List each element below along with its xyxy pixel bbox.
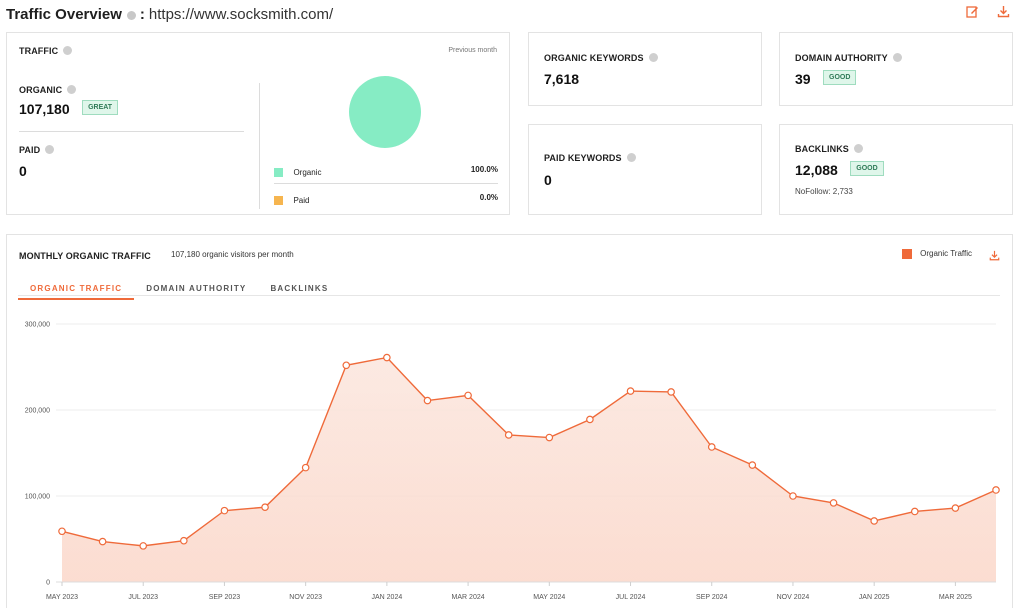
divider: [19, 131, 244, 132]
help-icon[interactable]: [45, 145, 55, 155]
domain-url: https://www.socksmith.com/: [148, 5, 334, 23]
monthly-subtitle: 107,180 organic visitors per month: [171, 250, 294, 259]
help-icon[interactable]: [63, 46, 73, 56]
chart-legend: Organic Traffic: [901, 249, 972, 259]
organic-value-row: 107,180 GREAT: [19, 100, 119, 119]
legend-swatch: [901, 249, 912, 259]
legend-label: Organic Traffic: [920, 249, 972, 259]
title-separator: :: [139, 5, 145, 23]
chart-download-icon[interactable]: [989, 248, 1000, 266]
help-icon[interactable]: [892, 53, 902, 63]
pie-legend-organic: Organic 100.0%: [274, 164, 498, 182]
domain-authority-label-text: DOMAIN AUTHORITY: [795, 53, 888, 63]
monthly-title: MONTHLY ORGANIC TRAFFIC: [19, 251, 151, 261]
tab-divider: [18, 295, 1000, 296]
nofollow-count: NoFollow: 2,733: [795, 187, 853, 196]
backlinks-badge: GOOD: [850, 161, 884, 177]
backlinks-label: BACKLINKS: [795, 144, 863, 154]
tab-backlinks[interactable]: BACKLINKS: [270, 284, 329, 293]
legend-organic-percent: 100.0%: [470, 165, 498, 174]
header-actions: [966, 5, 1010, 21]
edit-icon[interactable]: [966, 5, 979, 21]
backlinks-row: 12,088 GOOD: [795, 161, 884, 180]
organic-keywords-value: 7,618: [544, 71, 580, 87]
legend-paid-label: Paid: [293, 196, 310, 206]
paid-keywords-label-text: PAID KEYWORDS: [544, 153, 622, 163]
download-icon[interactable]: [997, 5, 1010, 21]
backlinks-value: 12,088: [795, 162, 838, 178]
legend-paid-percent: 0.0%: [479, 193, 498, 202]
paid-swatch: [274, 196, 283, 206]
organic-badge: GREAT: [82, 100, 119, 116]
legend-divider: [274, 183, 498, 184]
traffic-card: TRAFFIC Previous month ORGANIC 107,180 G…: [6, 32, 510, 215]
legend-organic-label: Organic: [293, 168, 322, 178]
paid-keywords-value: 0: [544, 172, 552, 188]
domain-authority-badge: GOOD: [823, 70, 857, 86]
backlinks-card: BACKLINKS 12,088 GOOD NoFollow: 2,733: [779, 124, 1013, 215]
paid-keywords-label: PAID KEYWORDS: [544, 153, 636, 163]
organic-label-text: ORGANIC: [19, 85, 63, 95]
organic-swatch: [274, 168, 283, 178]
help-icon[interactable]: [648, 53, 658, 63]
domain-authority-card: DOMAIN AUTHORITY 39 GOOD: [779, 32, 1013, 106]
organic-value: 107,180: [19, 101, 70, 117]
page-title: Traffic Overview: [6, 5, 122, 23]
domain-authority-row: 39 GOOD: [795, 70, 857, 89]
organic-keywords-label: ORGANIC KEYWORDS: [544, 53, 658, 63]
tab-organic-traffic[interactable]: ORGANIC TRAFFIC: [18, 282, 135, 300]
paid-value: 0: [19, 163, 27, 179]
organic-keywords-label-text: ORGANIC KEYWORDS: [544, 53, 644, 63]
domain-authority-value: 39: [795, 71, 811, 87]
help-icon[interactable]: [853, 144, 863, 154]
backlinks-label-text: BACKLINKS: [795, 144, 849, 154]
paid-label-text: PAID: [19, 145, 41, 155]
chart-tabs: ORGANIC TRAFFIC DOMAIN AUTHORITY BACKLIN…: [18, 282, 340, 300]
organic-keywords-card: ORGANIC KEYWORDS 7,618: [528, 32, 762, 106]
pie-legend-paid: Paid 0.0%: [274, 192, 498, 210]
traffic-label-text: TRAFFIC: [19, 46, 59, 56]
period-label: Previous month: [448, 47, 497, 54]
page-header: Traffic Overview : https://www.socksmith…: [6, 4, 333, 24]
tab-domain-authority[interactable]: DOMAIN AUTHORITY: [146, 284, 247, 293]
domain-authority-label: DOMAIN AUTHORITY: [795, 53, 902, 63]
help-icon[interactable]: [67, 85, 77, 95]
vertical-divider: [259, 83, 260, 209]
organic-label: ORGANIC: [19, 85, 77, 95]
paid-label: PAID: [19, 145, 55, 155]
help-icon[interactable]: [126, 10, 136, 20]
paid-keywords-card: PAID KEYWORDS 0: [528, 124, 762, 215]
help-icon[interactable]: [626, 153, 636, 163]
traffic-label: TRAFFIC: [19, 46, 73, 56]
traffic-pie-chart: [349, 76, 421, 148]
